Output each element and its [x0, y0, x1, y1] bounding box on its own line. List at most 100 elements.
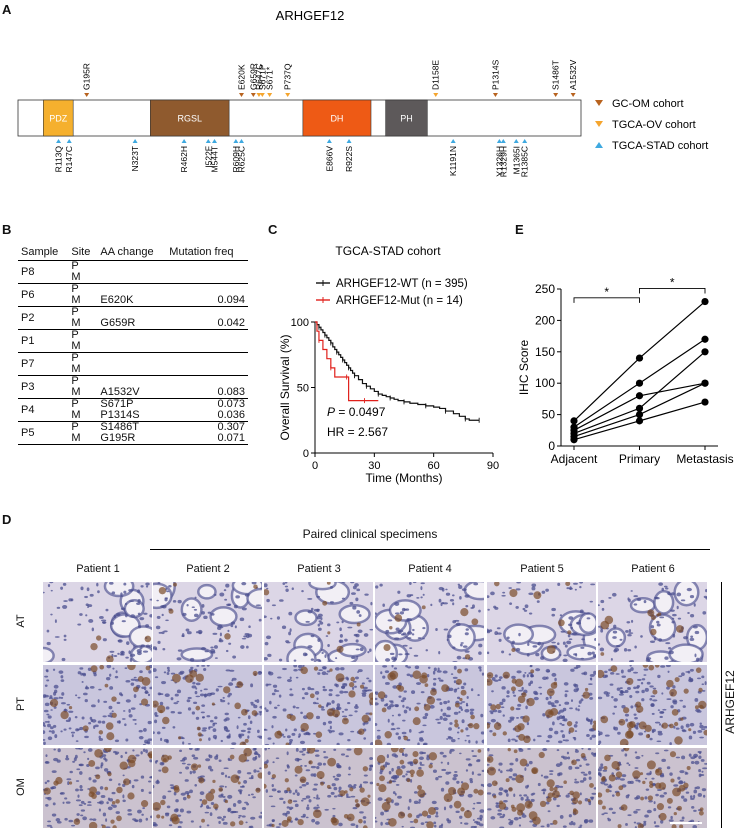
- nucleus: [556, 804, 560, 808]
- nucleus: [563, 718, 568, 722]
- brown-stain: [470, 714, 475, 720]
- brown-stain: [547, 792, 554, 799]
- brown-stain: [229, 754, 235, 760]
- nucleus: [333, 795, 338, 798]
- nucleus: [272, 684, 278, 688]
- nucleus: [635, 808, 641, 811]
- nucleus: [478, 666, 482, 670]
- brown-stain: [461, 782, 470, 791]
- nucleus: [598, 743, 601, 745]
- brown-stain: [546, 779, 555, 788]
- nucleus: [80, 814, 84, 817]
- nucleus: [453, 680, 457, 684]
- nucleus: [440, 761, 443, 764]
- brown-stain: [119, 761, 128, 770]
- nucleus: [264, 743, 270, 745]
- change-line: E620K: [100, 294, 134, 306]
- nucleus: [199, 798, 203, 802]
- change-line: G195R: [100, 432, 136, 444]
- nucleus: [115, 811, 120, 814]
- patient-point: [701, 379, 709, 387]
- brown-stain: [336, 645, 344, 653]
- nucleus: [515, 588, 521, 591]
- nucleus: [690, 797, 695, 800]
- nucleus: [354, 710, 358, 713]
- nucleus: [422, 627, 426, 630]
- nucleus: [275, 826, 281, 828]
- nucleus: [341, 715, 348, 718]
- nucleus: [598, 768, 603, 772]
- change-line: S671P: [100, 398, 134, 410]
- nucleus: [402, 719, 406, 722]
- nucleus: [250, 774, 254, 779]
- nucleus: [286, 806, 290, 809]
- brown-stain: [153, 802, 162, 811]
- brown-stain: [281, 819, 289, 827]
- nucleus: [448, 727, 452, 731]
- nucleus: [411, 633, 415, 636]
- brown-stain: [243, 748, 252, 757]
- nucleus: [633, 686, 637, 690]
- nucleus: [406, 673, 411, 677]
- patient-point: [635, 411, 644, 419]
- nucleus: [588, 819, 594, 823]
- nucleus: [401, 731, 407, 735]
- brown-stain: [626, 677, 634, 686]
- nucleus: [368, 767, 372, 772]
- nucleus: [153, 823, 158, 827]
- nucleus: [289, 693, 294, 697]
- nucleus: [599, 766, 604, 769]
- nucleus: [394, 802, 400, 806]
- nucleus: [116, 701, 121, 705]
- nucleus: [393, 667, 398, 670]
- nucleus: [633, 821, 637, 824]
- nucleus: [420, 586, 423, 591]
- nucleus: [668, 650, 674, 655]
- nucleus: [375, 612, 377, 615]
- nucleus: [498, 762, 503, 766]
- nucleus: [75, 788, 79, 792]
- nucleus: [195, 682, 201, 686]
- brown-stain: [368, 692, 373, 700]
- brown-stain: [43, 787, 51, 795]
- brown-stain: [271, 774, 276, 779]
- nucleus: [675, 727, 680, 730]
- nucleus: [164, 598, 168, 602]
- nucleus: [317, 806, 320, 809]
- nucleus: [698, 773, 702, 778]
- nucleus: [221, 818, 225, 821]
- nucleus: [418, 799, 421, 802]
- nucleus: [415, 682, 422, 685]
- nucleus: [282, 735, 286, 738]
- nucleus: [326, 670, 331, 673]
- nucleus: [148, 780, 152, 783]
- nucleus: [305, 795, 311, 799]
- nucleus: [432, 769, 437, 773]
- nucleus: [666, 686, 670, 690]
- nucleus: [651, 777, 655, 780]
- nucleus: [686, 587, 692, 592]
- brown-stain: [90, 665, 98, 673]
- brown-stain: [680, 717, 684, 721]
- nucleus: [699, 722, 702, 725]
- nucleus: [55, 818, 61, 822]
- brown-stain: [546, 645, 556, 655]
- nucleus: [270, 617, 273, 620]
- nucleus: [170, 672, 176, 675]
- nucleus: [570, 699, 574, 703]
- nucleus: [68, 819, 74, 823]
- nucleus: [618, 693, 624, 696]
- nucleus: [313, 783, 318, 786]
- nucleus: [405, 706, 409, 709]
- nucleus: [391, 722, 395, 726]
- nucleus: [313, 806, 319, 810]
- brown-stain: [198, 777, 205, 784]
- mutation-label-top: P1314S: [490, 59, 500, 90]
- nucleus: [598, 771, 601, 776]
- nucleus: [610, 658, 613, 661]
- nucleus: [653, 636, 657, 641]
- nucleus: [653, 808, 657, 812]
- nucleus: [361, 682, 365, 685]
- nucleus: [568, 765, 573, 770]
